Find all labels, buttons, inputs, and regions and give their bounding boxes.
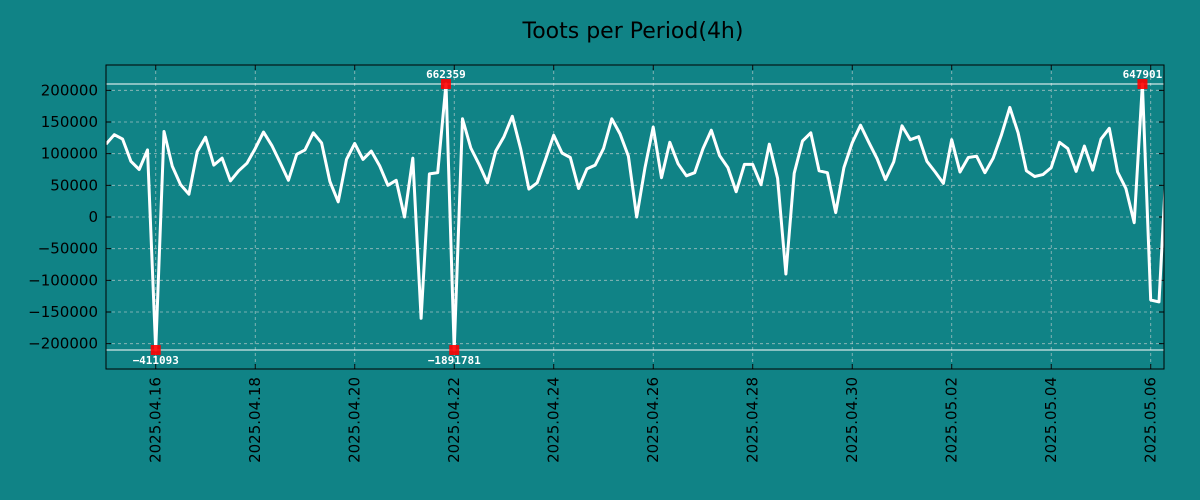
extreme-marker [150, 345, 161, 355]
x-tick-label: 2025.04.18 [246, 377, 264, 463]
x-tick-label: 2025.05.04 [1042, 377, 1060, 463]
y-tick-label: 100000 [41, 145, 98, 163]
y-tick-label: −50000 [38, 240, 98, 258]
extreme-value-label: 662359 [426, 68, 466, 81]
chart-title: Toots per Period(4h) [522, 19, 744, 44]
y-tick-label: 50000 [50, 176, 98, 194]
y-tick-label: −100000 [28, 271, 98, 289]
plot-frame [105, 64, 1165, 370]
y-tick-label: 0 [88, 208, 98, 226]
x-tick-label: 2025.04.26 [644, 377, 662, 463]
x-tick-label: 2025.04.22 [445, 377, 463, 463]
extreme-value-label: 647901 [1123, 68, 1163, 81]
extreme-value-label: −1891781 [428, 354, 481, 367]
extreme-value-label: −411093 [133, 354, 179, 367]
series-line-toots [106, 82, 1164, 352]
y-tick-label: −200000 [28, 335, 98, 353]
x-tick-label: 2025.04.30 [843, 377, 861, 463]
y-tick-label: −150000 [28, 303, 98, 321]
extreme-marker [1137, 79, 1148, 89]
x-tick-label: 2025.04.16 [147, 377, 165, 463]
y-tick-label: 150000 [41, 113, 98, 131]
x-tick-label: 2025.05.02 [943, 377, 961, 463]
extreme-marker [449, 345, 460, 355]
plot-area: −200000 −150000 −100000 −50000 0 50000 100000 1… [28, 64, 1165, 463]
y-tick-label: 200000 [41, 81, 98, 99]
x-tick-label: 2025.04.24 [545, 377, 563, 463]
x-tick-label: 2025.05.06 [1142, 377, 1160, 463]
extreme-marker [440, 79, 451, 89]
x-tick-label: 2025.04.20 [346, 377, 364, 463]
x-tick-label: 2025.04.28 [744, 377, 762, 463]
